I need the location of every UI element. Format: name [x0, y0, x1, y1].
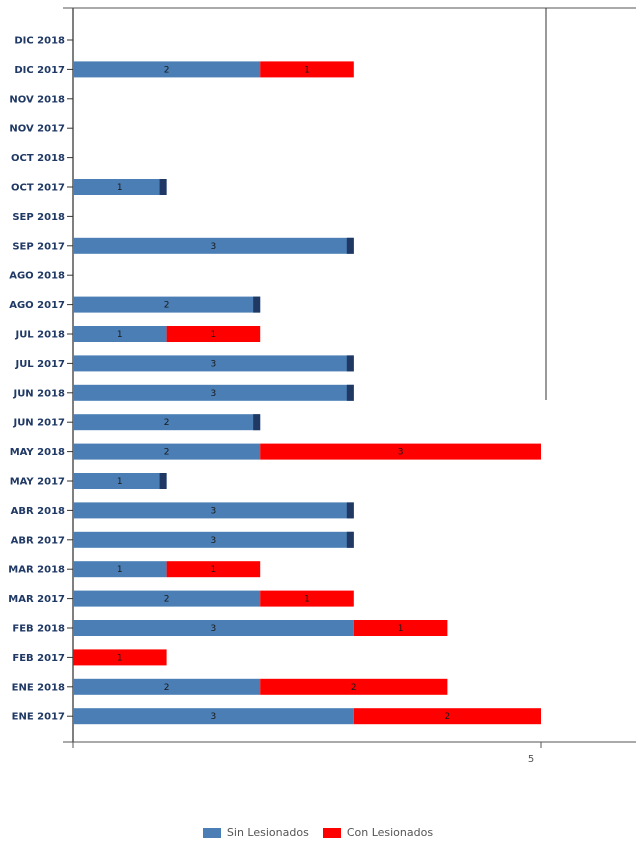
category-label: JUL 2018 — [14, 330, 65, 341]
category-label: ABR 2018 — [11, 506, 65, 517]
bar-sin-lesionados — [73, 502, 354, 519]
data-label: 3 — [211, 359, 217, 369]
legend-swatch-sin-lesionados — [202, 827, 221, 838]
bar-con-lesionados — [260, 678, 448, 695]
data-label: 3 — [211, 506, 217, 516]
bar-end-cap — [159, 473, 167, 489]
category-label: AGO 2017 — [9, 300, 65, 311]
data-label: 2 — [164, 683, 170, 693]
data-label: 3 — [211, 536, 217, 546]
data-label: 1 — [117, 477, 123, 487]
category-labels: DIC 2018 DIC 2017 NOV 2018 NOV 2017 OCT 2018… — [8, 36, 73, 723]
x-tick-label: 5 — [528, 754, 534, 765]
bar-sin-lesionados — [73, 384, 354, 401]
bar-con-lesionados — [166, 561, 261, 578]
category-label: ENE 2018 — [12, 682, 65, 693]
bar-end-cap — [253, 414, 261, 431]
bar-con-lesionados — [260, 590, 354, 607]
data-label: 3 — [211, 624, 217, 634]
category-label: MAY 2017 — [10, 477, 65, 488]
data-label: 2 — [164, 65, 170, 75]
bar-sin-lesionados — [73, 531, 354, 548]
category-label: JUL 2017 — [14, 359, 65, 370]
data-label: 1 — [211, 330, 217, 340]
bar-con-lesionados — [353, 708, 541, 725]
data-label: 2 — [164, 418, 170, 428]
bar-sin-lesionados — [73, 61, 261, 78]
category-label: NOV 2018 — [9, 94, 65, 105]
legend-item-con-lesionados[interactable]: Con Lesionados — [322, 826, 434, 839]
bar-end-cap — [346, 355, 354, 372]
category-label: NOV 2017 — [9, 124, 65, 135]
bar-sin-lesionados — [73, 620, 354, 636]
bar-sin-lesionados — [73, 296, 261, 313]
bar-sin-lesionados — [73, 326, 167, 342]
bar-con-lesionados — [260, 61, 354, 78]
category-label: SEP 2017 — [12, 241, 65, 252]
category-label: FEB 2018 — [12, 624, 65, 635]
bar-sin-lesionados — [73, 179, 167, 195]
category-label: MAR 2018 — [8, 565, 65, 576]
category-label: JUN 2017 — [12, 418, 65, 429]
bar-con-lesionados — [353, 620, 448, 636]
plot-frame — [63, 7, 636, 743]
data-label: 3 — [211, 389, 217, 399]
data-label: 1 — [117, 330, 123, 340]
bar-sin-lesionados — [73, 561, 167, 578]
legend-label-con-lesionados: Con Lesionados — [346, 826, 434, 839]
data-label: 1 — [117, 183, 123, 193]
data-label: 3 — [211, 242, 217, 252]
data-label: 2 — [164, 301, 170, 311]
bar-sin-lesionados — [73, 708, 354, 725]
data-label: 2 — [351, 683, 357, 693]
data-label: 1 — [117, 653, 123, 663]
data-label: 2 — [445, 712, 451, 722]
data-label: 3 — [211, 712, 217, 722]
category-label: ABR 2017 — [11, 535, 65, 546]
bar-series: 2 1 1 3 2 1 1 3 3 2 2 3 1 3 3 1 1 2 1 3 1 1 2 2 3 2 — [73, 61, 541, 725]
bar-sin-lesionados — [73, 237, 354, 254]
bar-sin-lesionados — [73, 355, 354, 372]
data-label: 1 — [117, 565, 123, 575]
category-label: OCT 2018 — [11, 153, 65, 164]
bar-end-cap — [346, 502, 354, 519]
bar-end-cap — [346, 237, 354, 254]
category-label: FEB 2017 — [12, 653, 65, 664]
data-label: 3 — [398, 448, 404, 458]
category-label: MAY 2018 — [10, 447, 65, 458]
legend-swatch-con-lesionados — [322, 827, 341, 838]
data-label: 1 — [211, 565, 217, 575]
legend-label-sin-lesionados: Sin Lesionados — [226, 826, 309, 839]
data-label: 1 — [398, 624, 404, 634]
data-label: 1 — [304, 595, 310, 605]
category-label: JUN 2018 — [12, 388, 65, 399]
category-label: SEP 2018 — [12, 212, 65, 223]
data-label: 1 — [304, 65, 310, 75]
data-label: 2 — [164, 448, 170, 458]
bar-end-cap — [253, 296, 261, 313]
category-label: AGO 2018 — [9, 271, 65, 282]
category-label: MAR 2017 — [8, 594, 65, 605]
category-label: DIC 2018 — [14, 36, 65, 47]
bar-sin-lesionados — [73, 443, 261, 460]
x-axis: 5 — [72, 742, 542, 765]
category-label: DIC 2017 — [14, 65, 65, 76]
category-label: OCT 2017 — [11, 183, 65, 194]
bar-end-cap — [159, 179, 167, 195]
bar-end-cap — [346, 531, 354, 548]
bar-con-lesionados — [166, 326, 261, 342]
legend-item-sin-lesionados[interactable]: Sin Lesionados — [202, 826, 309, 839]
legend: Sin Lesionados Con Lesionados — [0, 826, 636, 839]
data-label: 2 — [164, 595, 170, 605]
category-label: ENE 2017 — [12, 712, 65, 723]
bar-sin-lesionados — [73, 414, 261, 431]
bar-con-lesionados — [260, 443, 541, 460]
bar-sin-lesionados — [73, 473, 167, 489]
bar-con-lesionados — [73, 649, 167, 666]
bar-sin-lesionados — [73, 678, 261, 695]
bar-end-cap — [346, 384, 354, 401]
bar-sin-lesionados — [73, 590, 261, 607]
